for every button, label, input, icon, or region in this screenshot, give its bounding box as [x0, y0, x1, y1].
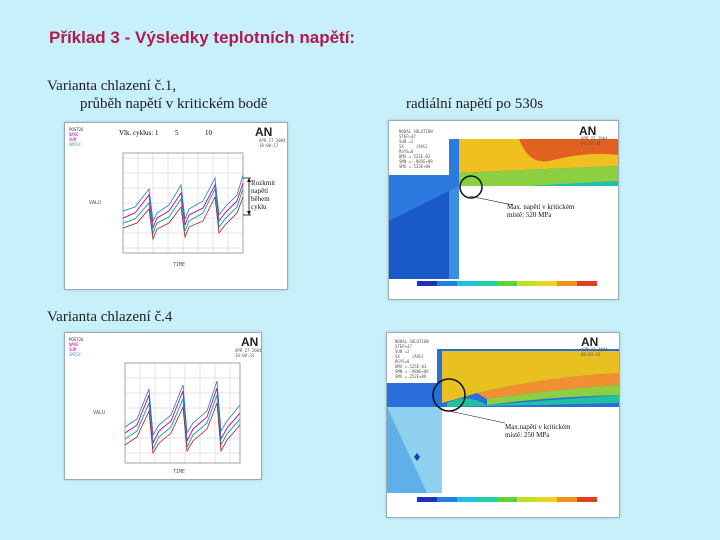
max-stress-value: místě: 250 MPa	[505, 431, 550, 439]
fem-date-text: APR 27 2004 09:23:30	[581, 136, 608, 146]
chart-header-text: POST26 NAVE SUM SMISC	[69, 127, 84, 147]
chart-date-text: APR 27 2004 18:00:17	[259, 138, 286, 148]
radial-stress-label: radiální napětí po 530s	[406, 96, 544, 112]
variant1-sublabel: průběh napětí v kritickém bodě	[80, 96, 268, 112]
annotation-line: cyklu	[251, 203, 267, 211]
chart-date-text: APR 27 2004 18:09:31	[235, 348, 262, 358]
fem-contour-top: NODAL SOLUTION STEP=47 SUB =2 SX (AVG) R…	[388, 120, 619, 300]
range-annotation: Rozkmit napětí během cyklu	[251, 179, 285, 211]
x-axis-label: TIME	[173, 262, 186, 268]
cycle-10-label: 10	[205, 129, 212, 137]
variant1-label: Varianta chlazení č.1,	[47, 78, 177, 94]
y-axis-label: VALU	[89, 200, 102, 206]
fem-header-text: NODAL SOLUTION STEP=47 SUB =2 SX (AVG) R…	[395, 339, 429, 379]
annotation-line: během	[251, 195, 270, 203]
slide-title: Příklad 3 - Výsledky teplotních napětí:	[49, 28, 356, 47]
fem-header-text: NODAL SOLUTION STEP=47 SUB =2 SX (AVG) R…	[399, 129, 433, 169]
x-axis-label: TIME	[173, 469, 186, 475]
fem-date-text: APR 27 2004 09:03:41	[581, 347, 608, 357]
stress-history-chart-top: POST26 NAVE SUM SMISC Vlk. cyklus: 1 5 1…	[64, 122, 288, 290]
cycle-5-label: 5	[175, 129, 179, 137]
max-stress-note: Max. napětí v kritickém místě: 520 MPa	[507, 203, 574, 219]
stress-history-chart-bottom: POST26 NAVE SUM SMISC AN APR 27 2004 18:…	[64, 332, 262, 480]
fem-contour-plot-top	[389, 121, 618, 286]
variant4-label: Varianta chlazení č.4	[47, 309, 173, 325]
stress-plot-top	[122, 152, 251, 254]
max-stress-line: Max. napětí v kritickém	[507, 203, 575, 211]
annotation-line: Rozkmit	[251, 179, 276, 187]
fem-contour-bottom: NODAL SOLUTION STEP=47 SUB =2 SX (AVG) R…	[386, 332, 620, 518]
ansys-logo: AN	[241, 335, 259, 349]
chart-header-text: POST26 NAVE SUM SMISC	[69, 337, 84, 357]
fem-contour-plot-bottom	[387, 333, 619, 502]
ansys-logo: AN	[581, 335, 599, 349]
stress-plot-bottom	[124, 362, 241, 464]
cycle-label: Vlk. cyklus: 1	[117, 129, 161, 137]
ansys-logo: AN	[579, 124, 597, 138]
ansys-logo: AN	[255, 125, 273, 139]
annotation-line: napětí	[251, 187, 269, 195]
max-stress-value: místě: 520 MPa	[507, 211, 552, 219]
max-stress-line: Max.napětí v kritickém	[505, 423, 571, 431]
max-stress-note: Max.napětí v kritickém místě: 250 MPa	[505, 423, 571, 439]
y-axis-label: VALU	[93, 410, 106, 416]
